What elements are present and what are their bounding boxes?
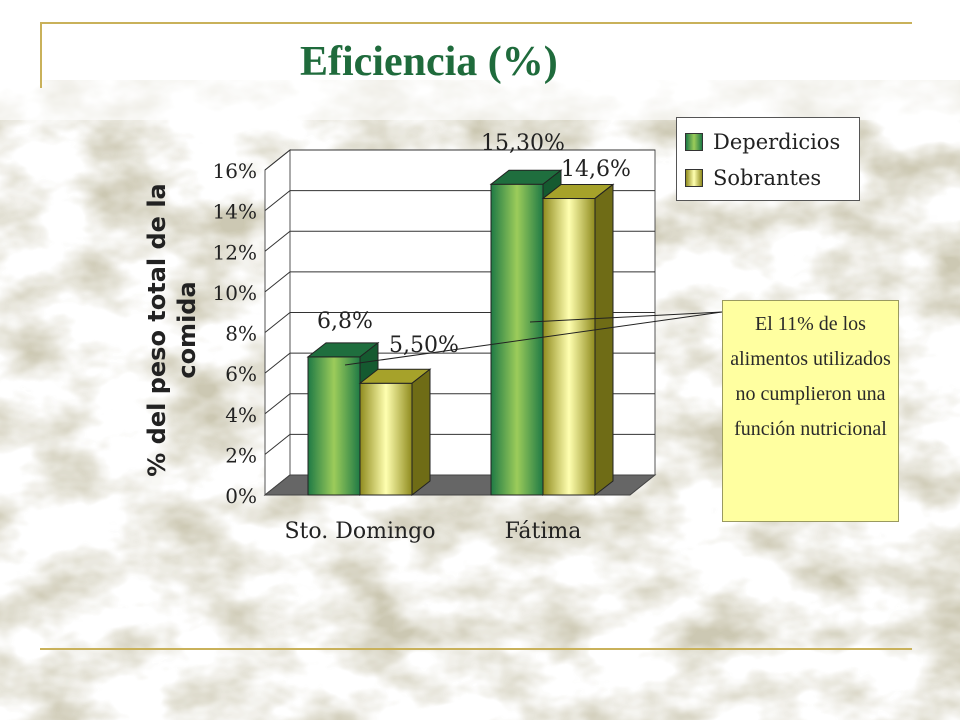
y-tick-label: 6%	[225, 362, 257, 386]
y-tick-label: 14%	[213, 200, 257, 224]
y-tick-label: 16%	[213, 159, 257, 183]
bar	[307, 356, 361, 496]
y-tick-label: 10%	[213, 281, 257, 305]
chart-legend: Deperdicios Sobrantes	[676, 117, 860, 201]
y-axis-title: % del peso total de lacomida	[143, 183, 201, 476]
y-tick-label: 8%	[225, 322, 257, 346]
legend-swatch-sobrantes	[685, 169, 703, 187]
top-decor-line	[40, 22, 912, 24]
x-tick-label: Sto. Domingo	[284, 519, 435, 544]
bar	[490, 183, 544, 496]
callout-pointer-line	[344, 311, 723, 366]
legend-label-sobrantes: Sobrantes	[713, 166, 822, 190]
bottom-decor-line	[40, 648, 912, 650]
y-tick-label: 2%	[225, 443, 257, 467]
x-tick-label: Fátima	[505, 519, 582, 544]
callout-box: El 11% de los alimentos utilizados no cu…	[722, 300, 899, 522]
y-tick-label: 4%	[225, 403, 257, 427]
legend-swatch-deperdicios	[685, 133, 703, 151]
gridline	[264, 149, 655, 171]
callout-pointer-line	[529, 311, 723, 323]
bar-side	[411, 368, 431, 497]
slide-title: Eficiencia (%)	[300, 39, 558, 85]
bar	[542, 197, 596, 496]
bar-side	[594, 183, 614, 497]
data-label: 6,8%	[317, 309, 373, 334]
y-tick-label: 0%	[225, 484, 257, 508]
legend-entry-sobrantes: Sobrantes	[685, 166, 821, 190]
left-decor-line	[40, 22, 42, 88]
y-tick-label: 12%	[213, 240, 257, 264]
bar	[359, 382, 413, 496]
data-label: 14,6%	[561, 157, 631, 182]
data-label: 15,30%	[481, 131, 565, 156]
legend-entry-deperdicios: Deperdicios	[685, 130, 840, 154]
legend-label-deperdicios: Deperdicios	[713, 130, 841, 154]
